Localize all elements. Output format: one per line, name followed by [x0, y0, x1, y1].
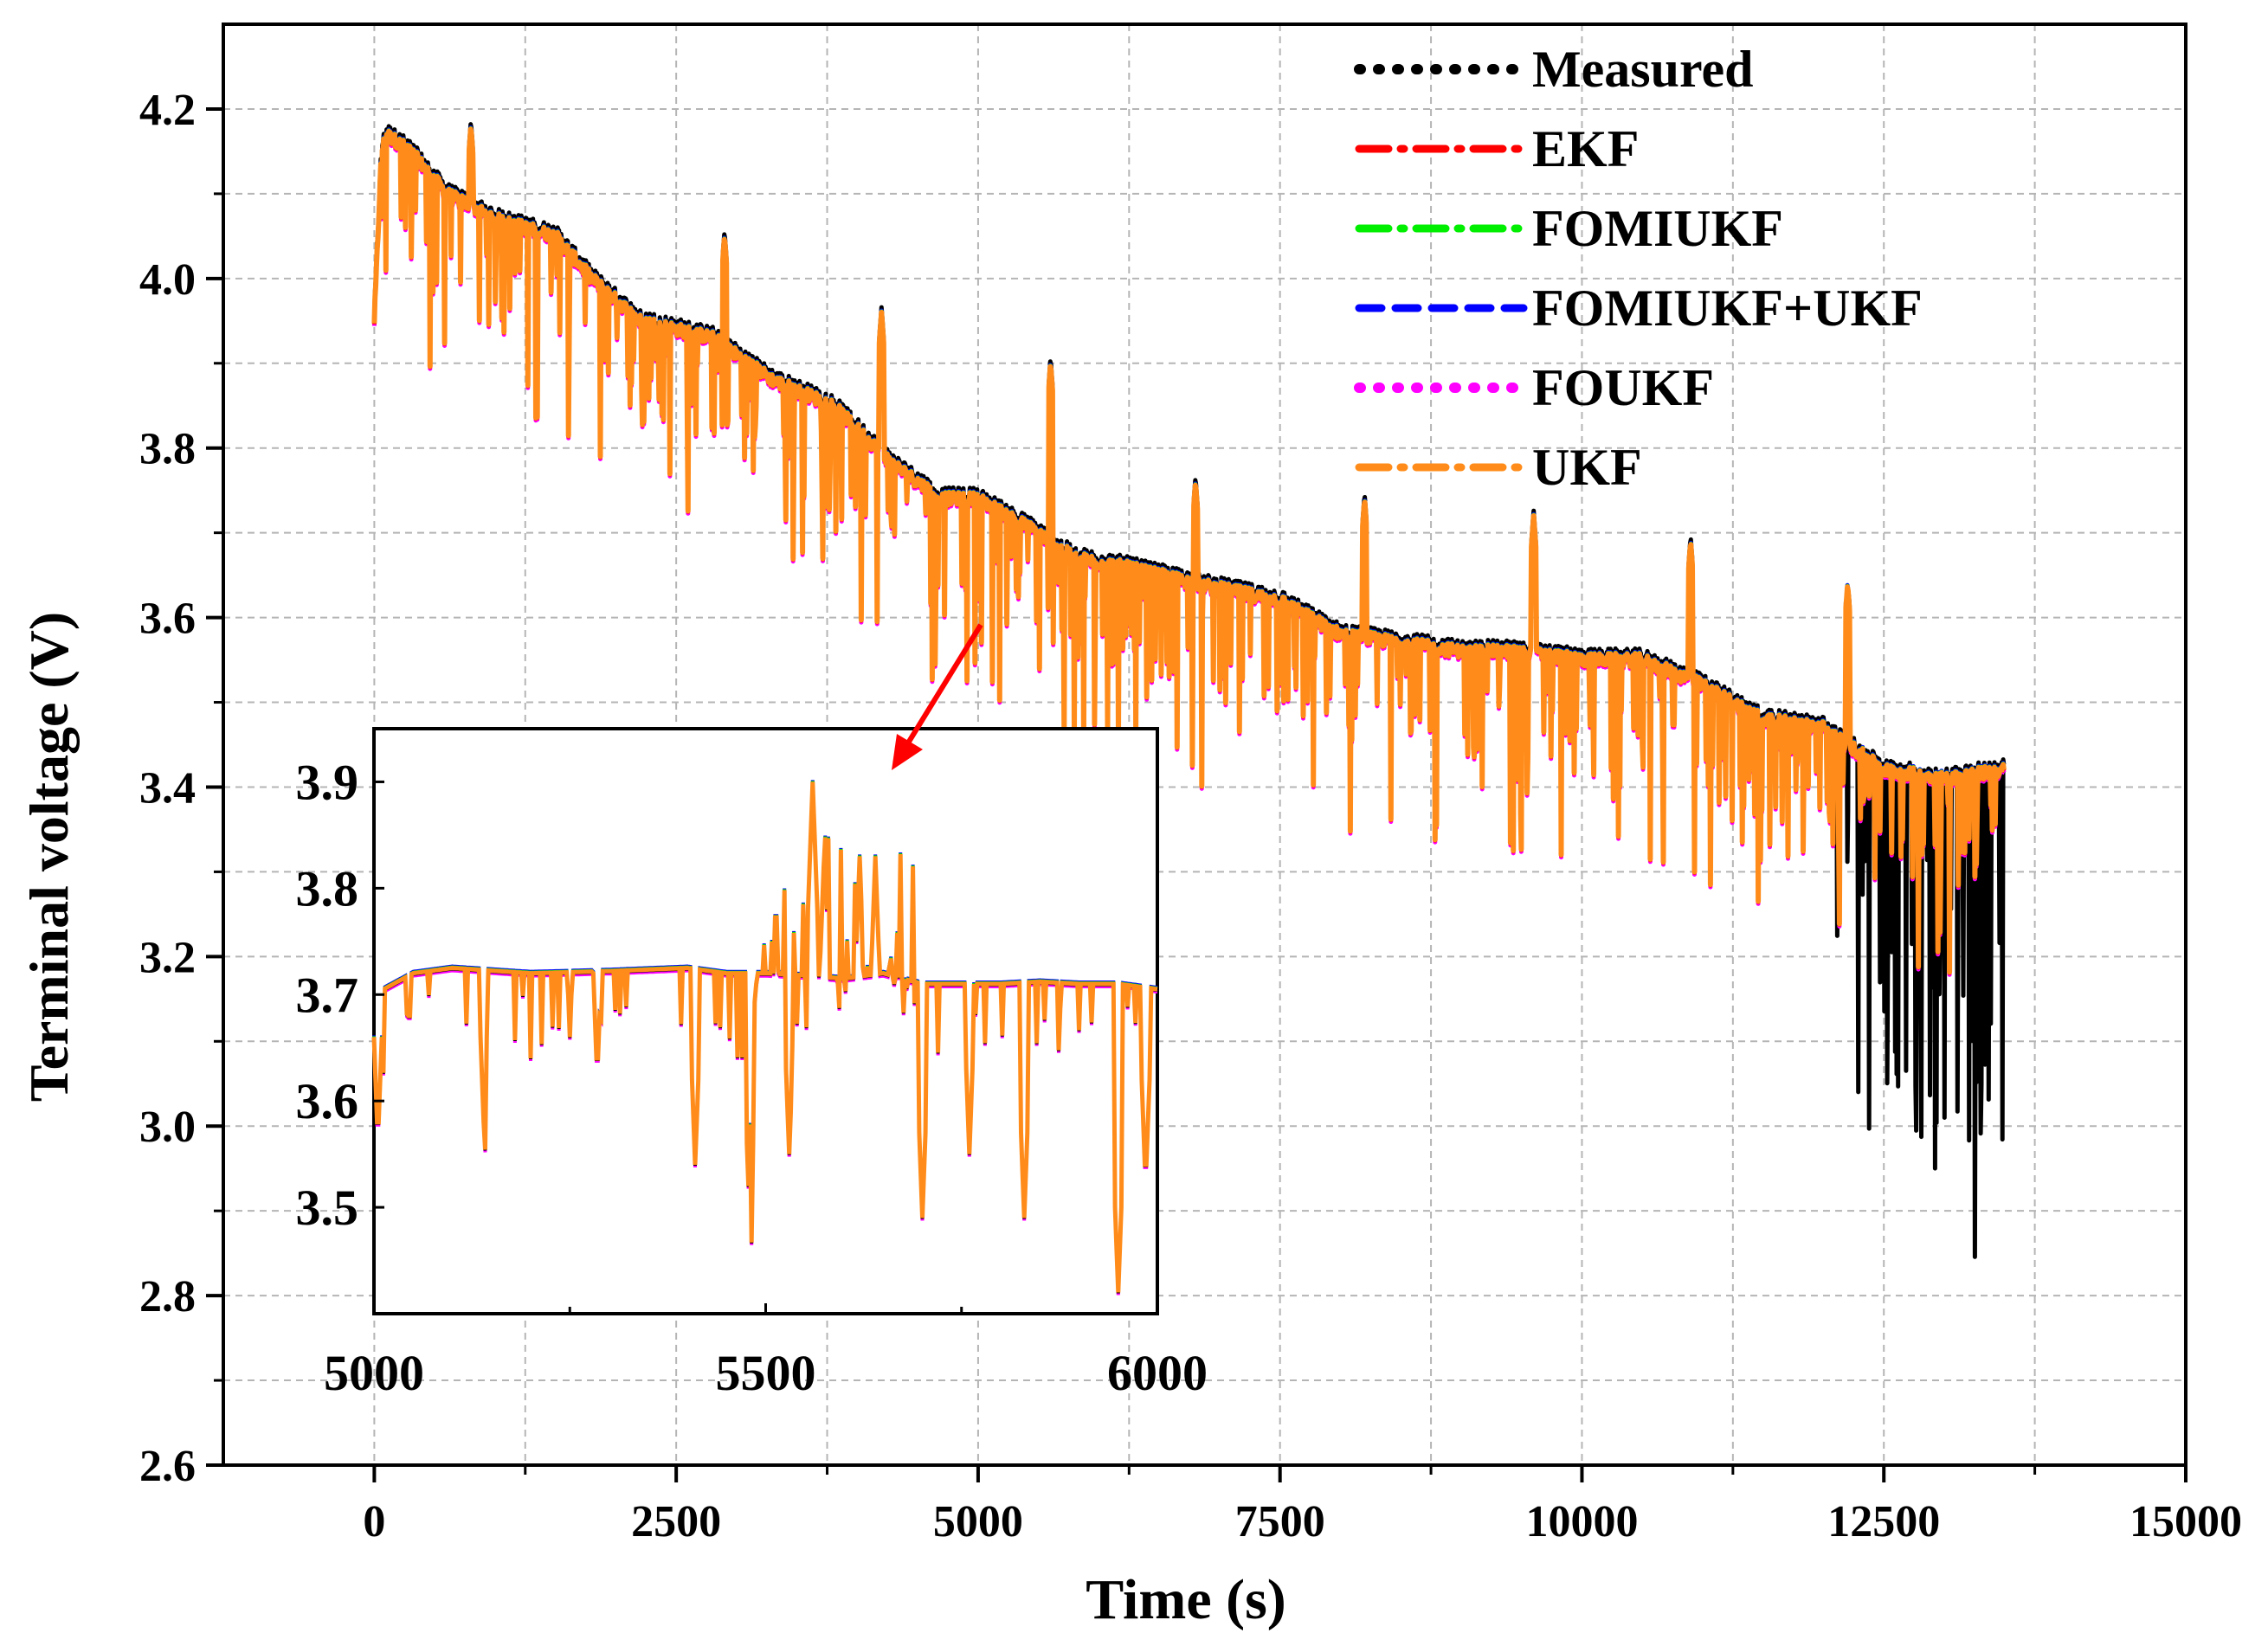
inset-y-tick-label: 3.5: [296, 1180, 359, 1236]
y-tick-label: 2.8: [139, 1272, 196, 1321]
series-layer: [371, 122, 2007, 1259]
y-tick-label: 2.6: [139, 1442, 196, 1491]
x-tick-label: 12500: [1827, 1497, 1940, 1546]
legend-label-ekf: EKF: [1532, 120, 1639, 177]
series-measured: [371, 122, 2007, 1259]
legend-label-fomiukf-ukf: FOMIUKF+UKF: [1532, 280, 1923, 337]
inset-layer: 5000 5500 6000 3.5 3.6 3.7 3.8 3.9: [296, 623, 1208, 1401]
legend-label-fomiukf: FOMIUKF: [1532, 200, 1783, 257]
x-tick-label: 2500: [631, 1497, 721, 1546]
y-tick-label: 3.2: [139, 933, 196, 982]
inset-x-tick-label: 5500: [716, 1345, 816, 1401]
inset-arrow-head: [892, 734, 923, 770]
legend-label-ukf: UKF: [1532, 439, 1642, 496]
inset-y-tick-label: 3.7: [296, 967, 359, 1023]
inset-series-ukf: [371, 781, 1158, 1293]
legend-label-foukf: FOUKF: [1532, 359, 1714, 416]
y-tick-label: 4.0: [139, 255, 196, 305]
y-tick-label: 4.2: [139, 86, 196, 135]
inset-x-tick-label: 5000: [324, 1345, 424, 1401]
inset-y-tick-label: 3.6: [296, 1073, 359, 1129]
x-tick-label: 10000: [1525, 1497, 1638, 1546]
inset-y-tick-label: 3.8: [296, 860, 359, 916]
legend-label-measured: Measured: [1532, 41, 1754, 98]
inset-arrow-shaft: [899, 623, 983, 755]
y-tick-label: 3.0: [139, 1103, 196, 1152]
y-tick-label: 3.8: [139, 425, 196, 474]
legend-layer: Measured EKF FOMIUKF FOMIUKF+UKF FOUKF UKF: [1354, 41, 1923, 496]
inset-frame: [372, 727, 1159, 1315]
x-tick-label: 5000: [933, 1497, 1023, 1546]
y-tick-label: 3.6: [139, 595, 196, 644]
x-axis-title: Time (s): [1086, 1568, 1286, 1631]
inset-x-tick-label: 6000: [1107, 1345, 1208, 1401]
inset-y-tick-label: 3.9: [296, 754, 359, 810]
axes-layer: 0 2500 5000 7500 10000 12500 15000 2.6 2.8 3.0 3.2…: [139, 23, 2242, 1546]
x-tick-label: 0: [363, 1497, 385, 1546]
x-tick-label: 7500: [1235, 1497, 1325, 1546]
x-tick-label: 15000: [2129, 1497, 2242, 1546]
plot-frame: [222, 23, 2187, 1467]
y-axis-title: Terminal voltage (V): [18, 612, 80, 1102]
y-tick-label: 3.4: [139, 763, 196, 813]
series-ukf: [371, 126, 2007, 975]
